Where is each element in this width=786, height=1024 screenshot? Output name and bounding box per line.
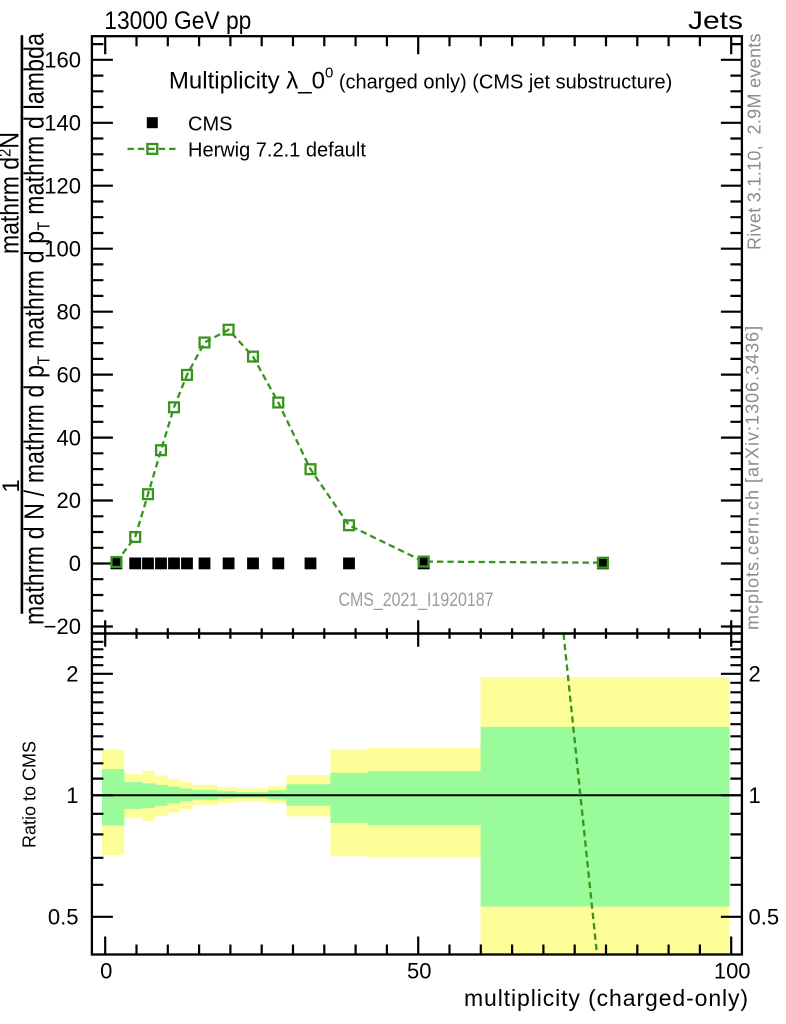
svg-text:0: 0 (100, 959, 112, 984)
svg-text:120: 120 (44, 173, 81, 198)
svg-text:140: 140 (44, 111, 81, 136)
svg-text:CMS: CMS (188, 113, 232, 135)
svg-text:Rivet 3.1.10, 2.9M events: Rivet 3.1.10, 2.9M events (745, 33, 765, 250)
svg-text:CMS_2021_I1920187: CMS_2021_I1920187 (339, 590, 494, 611)
svg-text:1: 1 (66, 783, 78, 808)
svg-text:13000 GeV pp: 13000 GeV pp (104, 7, 251, 35)
svg-text:Herwig 7.2.1 default: Herwig 7.2.1 default (188, 140, 366, 162)
svg-text:2: 2 (66, 662, 78, 687)
svg-text:40: 40 (57, 425, 81, 450)
svg-text:80: 80 (57, 299, 81, 324)
svg-text:multiplicity (charged-only): multiplicity (charged-only) (464, 985, 749, 1011)
svg-text:0.5: 0.5 (48, 905, 79, 930)
svg-text:Ratio to CMS: Ratio to CMS (20, 741, 40, 848)
svg-text:20: 20 (57, 488, 81, 513)
svg-text:50: 50 (407, 959, 431, 984)
svg-text:60: 60 (57, 362, 81, 387)
svg-text:0.5: 0.5 (749, 905, 780, 930)
svg-text:mathrm d N / mathrm d pT mathr: mathrm d N / mathrm d pT mathrm d pT mat… (20, 32, 54, 625)
svg-text:−20: −20 (44, 614, 81, 639)
svg-text:100: 100 (714, 959, 751, 984)
svg-text:1: 1 (749, 783, 761, 808)
svg-text:0: 0 (69, 551, 81, 576)
svg-text:100: 100 (44, 236, 81, 261)
svg-text:1: 1 (0, 479, 25, 492)
svg-text:mcplots.cern.ch [arXiv:1306.34: mcplots.cern.ch [arXiv:1306.3436] (743, 325, 763, 630)
svg-text:2: 2 (749, 662, 761, 687)
svg-text:Jets: Jets (688, 7, 743, 35)
svg-text:160: 160 (44, 48, 81, 73)
